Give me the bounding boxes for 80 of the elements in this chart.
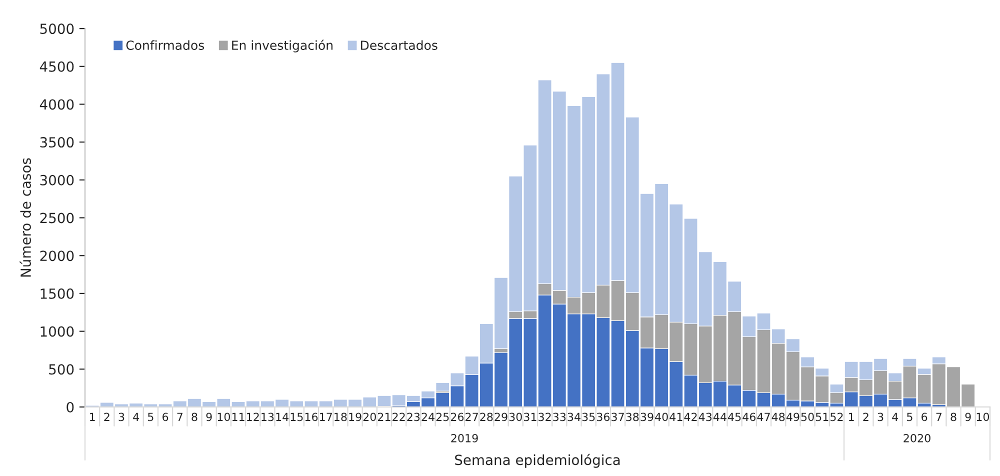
x-tick-label: 5 [907, 412, 912, 422]
y-tick-label: 4500 [40, 61, 74, 72]
x-tick-label: 36 [596, 412, 610, 422]
x-tick-label: 48 [772, 412, 785, 422]
text: 2019 [451, 434, 478, 442]
y-tick-label: 3000 [40, 174, 74, 186]
legend-label: En investigación [232, 40, 332, 52]
x-tick-label: 9 [206, 412, 212, 422]
x-tick-label: 1 [849, 412, 854, 421]
x-tick-label: 32 [538, 412, 551, 422]
x-tick-label: 16 [305, 412, 318, 422]
x-tick-label: 22 [392, 412, 405, 421]
x-tick-label: 33 [553, 412, 566, 422]
x-tick-label: 28 [480, 412, 493, 422]
x-tick-label: 14 [276, 412, 288, 421]
y-tick-label: 1000 [40, 326, 74, 337]
x-tick-label: 45 [728, 412, 741, 422]
x-tick-label: 43 [698, 412, 712, 422]
x-tick-label: 27 [466, 412, 478, 421]
x-tick-label: 23 [407, 412, 420, 422]
x-tick-label: 11 [232, 412, 244, 421]
x-tick-label: 34 [568, 412, 580, 422]
x-tick-label: 1 [90, 412, 95, 421]
x-tick-label: 39 [640, 412, 654, 422]
y-tick-label: 4000 [40, 99, 74, 110]
y-axis-title: Número de casos [20, 158, 31, 277]
x-tick-label: 4 [133, 412, 139, 421]
x-tick-label: 50 [801, 412, 814, 422]
x-tick-label: 24 [422, 412, 434, 421]
legend-label: Confirmados [126, 40, 204, 50]
x-tick-label: 18 [334, 412, 347, 422]
x-tick-label: 31 [524, 412, 536, 422]
y-tick-label: 500 [49, 364, 74, 375]
y-tick-label: 1500 [40, 288, 74, 299]
x-tick-label: 20 [363, 412, 376, 422]
x-tick-label: 29 [494, 412, 508, 422]
x-tick-label: 49 [786, 412, 800, 422]
x-tick-label: 7 [936, 412, 942, 421]
text: 2020 [904, 434, 930, 442]
x-tick-label: 37 [612, 412, 624, 422]
x-tick-label: 15 [290, 412, 303, 422]
x-tick-label: 6 [162, 412, 168, 422]
y-tick-label: 2000 [40, 250, 74, 262]
x-tick-label: 52 [830, 412, 843, 422]
x-axis-title: Semana epidemiológica [455, 454, 620, 468]
x-tick-label: 10 [218, 412, 230, 422]
x-tick-label: 46 [742, 412, 756, 422]
x-tick-label: 40 [655, 412, 668, 422]
x-tick-label: 5 [148, 412, 154, 422]
x-tick-label: 21 [378, 412, 390, 421]
x-tick-label: 2 [104, 412, 110, 421]
x-tick-label: 42 [684, 412, 697, 421]
y-tick-label: 3500 [40, 137, 74, 148]
x-tick-label: 6 [922, 412, 928, 422]
x-tick-label: 9 [965, 412, 971, 422]
y-tick-label: 0 [66, 402, 74, 412]
legend-label: Descartados [361, 40, 438, 50]
x-tick-label: 4 [892, 412, 898, 421]
x-tick-label: 10 [976, 412, 990, 422]
x-tick-label: 26 [450, 412, 464, 422]
x-tick-label: 8 [950, 412, 956, 422]
x-tick-label: 38 [626, 412, 639, 422]
y-tick-label: 2500 [40, 212, 74, 224]
x-tick-label: 47 [757, 412, 770, 421]
x-tick-label: 44 [713, 412, 726, 421]
x-tick-label: 17 [320, 412, 332, 421]
x-tick-label: 25 [436, 412, 449, 422]
x-tick-label: 3 [878, 412, 884, 422]
x-tick-label: 12 [247, 412, 259, 421]
x-tick-label: 13 [262, 412, 274, 422]
x-tick-label: 2 [863, 412, 868, 421]
x-tick-label: 3 [118, 412, 124, 422]
x-tick-label: 7 [177, 412, 182, 421]
x-tick-label: 35 [582, 412, 595, 422]
y-tick-label: 5000 [40, 24, 74, 34]
x-tick-label: 19 [349, 412, 362, 422]
x-tick-label: 51 [816, 412, 828, 422]
x-tick-label: 41 [670, 412, 682, 421]
x-tick-label: 8 [192, 412, 198, 422]
x-tick-label: 30 [509, 412, 522, 422]
